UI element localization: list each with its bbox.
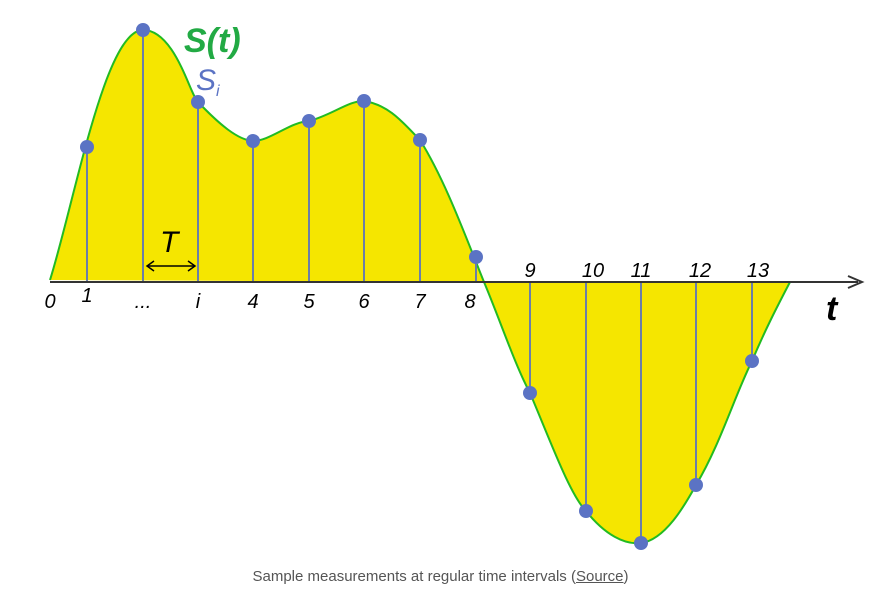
- tick-label: 4: [247, 291, 258, 313]
- source-link[interactable]: Source: [575, 568, 624, 585]
- sample-label: Si: [196, 64, 220, 100]
- caption-text: Sample measurements at regular time inte…: [252, 568, 576, 585]
- sample-point: [191, 95, 205, 109]
- period-label: T: [160, 226, 181, 259]
- sample-point: [579, 504, 593, 518]
- sample-point: [689, 478, 703, 492]
- caption-suffix: ): [623, 568, 629, 585]
- sample-point: [469, 250, 483, 264]
- sample-point: [302, 114, 316, 128]
- tick-label: 0: [44, 291, 55, 313]
- sample-point: [136, 23, 150, 37]
- tick-label: 8: [464, 291, 475, 313]
- tick-label: 7: [414, 291, 426, 313]
- signal-label: S(t): [184, 22, 241, 60]
- tick-label: i: [196, 291, 201, 313]
- sample-point: [523, 386, 537, 400]
- sample-point: [634, 536, 648, 550]
- axis-label: t: [826, 290, 839, 328]
- tick-label: 13: [747, 260, 769, 282]
- sample-lines: [86, 30, 753, 543]
- sample-point: [80, 140, 94, 154]
- negative-area-fill: [484, 282, 790, 544]
- sample-point: [745, 354, 759, 368]
- tick-label: 12: [689, 260, 711, 282]
- positive-area-fill: [50, 30, 484, 282]
- sample-label-sub: i: [216, 83, 220, 100]
- tick-label: 5: [303, 291, 315, 313]
- axis-arrow-icon: [847, 275, 865, 289]
- sample-point: [357, 94, 371, 108]
- tick-label: ...: [135, 291, 152, 313]
- tick-label: 11: [631, 260, 652, 282]
- tick-label: 6: [358, 291, 370, 313]
- sample-points: [80, 23, 759, 550]
- sampling-diagram: 0 1... i 4 5 6 7 8 9 10 11 12 13 T S(t) Si t: [44, 22, 865, 550]
- period-marker: T: [145, 226, 197, 272]
- sample-label-base: S: [196, 64, 216, 97]
- sample-point: [413, 133, 427, 147]
- sample-point: [246, 134, 260, 148]
- tick-label: 9: [524, 260, 535, 282]
- tick-label: 10: [582, 260, 604, 282]
- figure-caption: Sample measurements at regular time inte…: [0, 568, 881, 585]
- tick-label: 1: [81, 285, 92, 307]
- tick-labels: 0 1... i 4 5 6 7 8 9 10 11 12 13: [44, 260, 769, 313]
